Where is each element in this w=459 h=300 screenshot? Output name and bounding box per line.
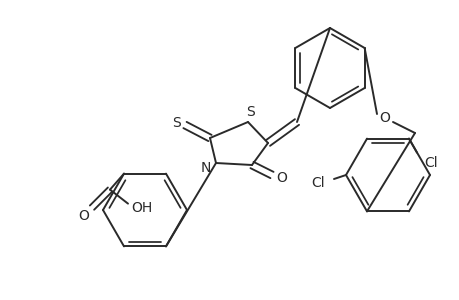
Text: Cl: Cl <box>310 176 324 190</box>
Text: S: S <box>172 116 181 130</box>
Text: S: S <box>246 105 255 119</box>
Text: Cl: Cl <box>423 156 437 170</box>
Text: O: O <box>379 111 390 125</box>
Text: O: O <box>276 171 287 185</box>
Text: N: N <box>201 161 211 175</box>
Text: O: O <box>78 208 89 223</box>
Text: OH: OH <box>131 201 152 214</box>
